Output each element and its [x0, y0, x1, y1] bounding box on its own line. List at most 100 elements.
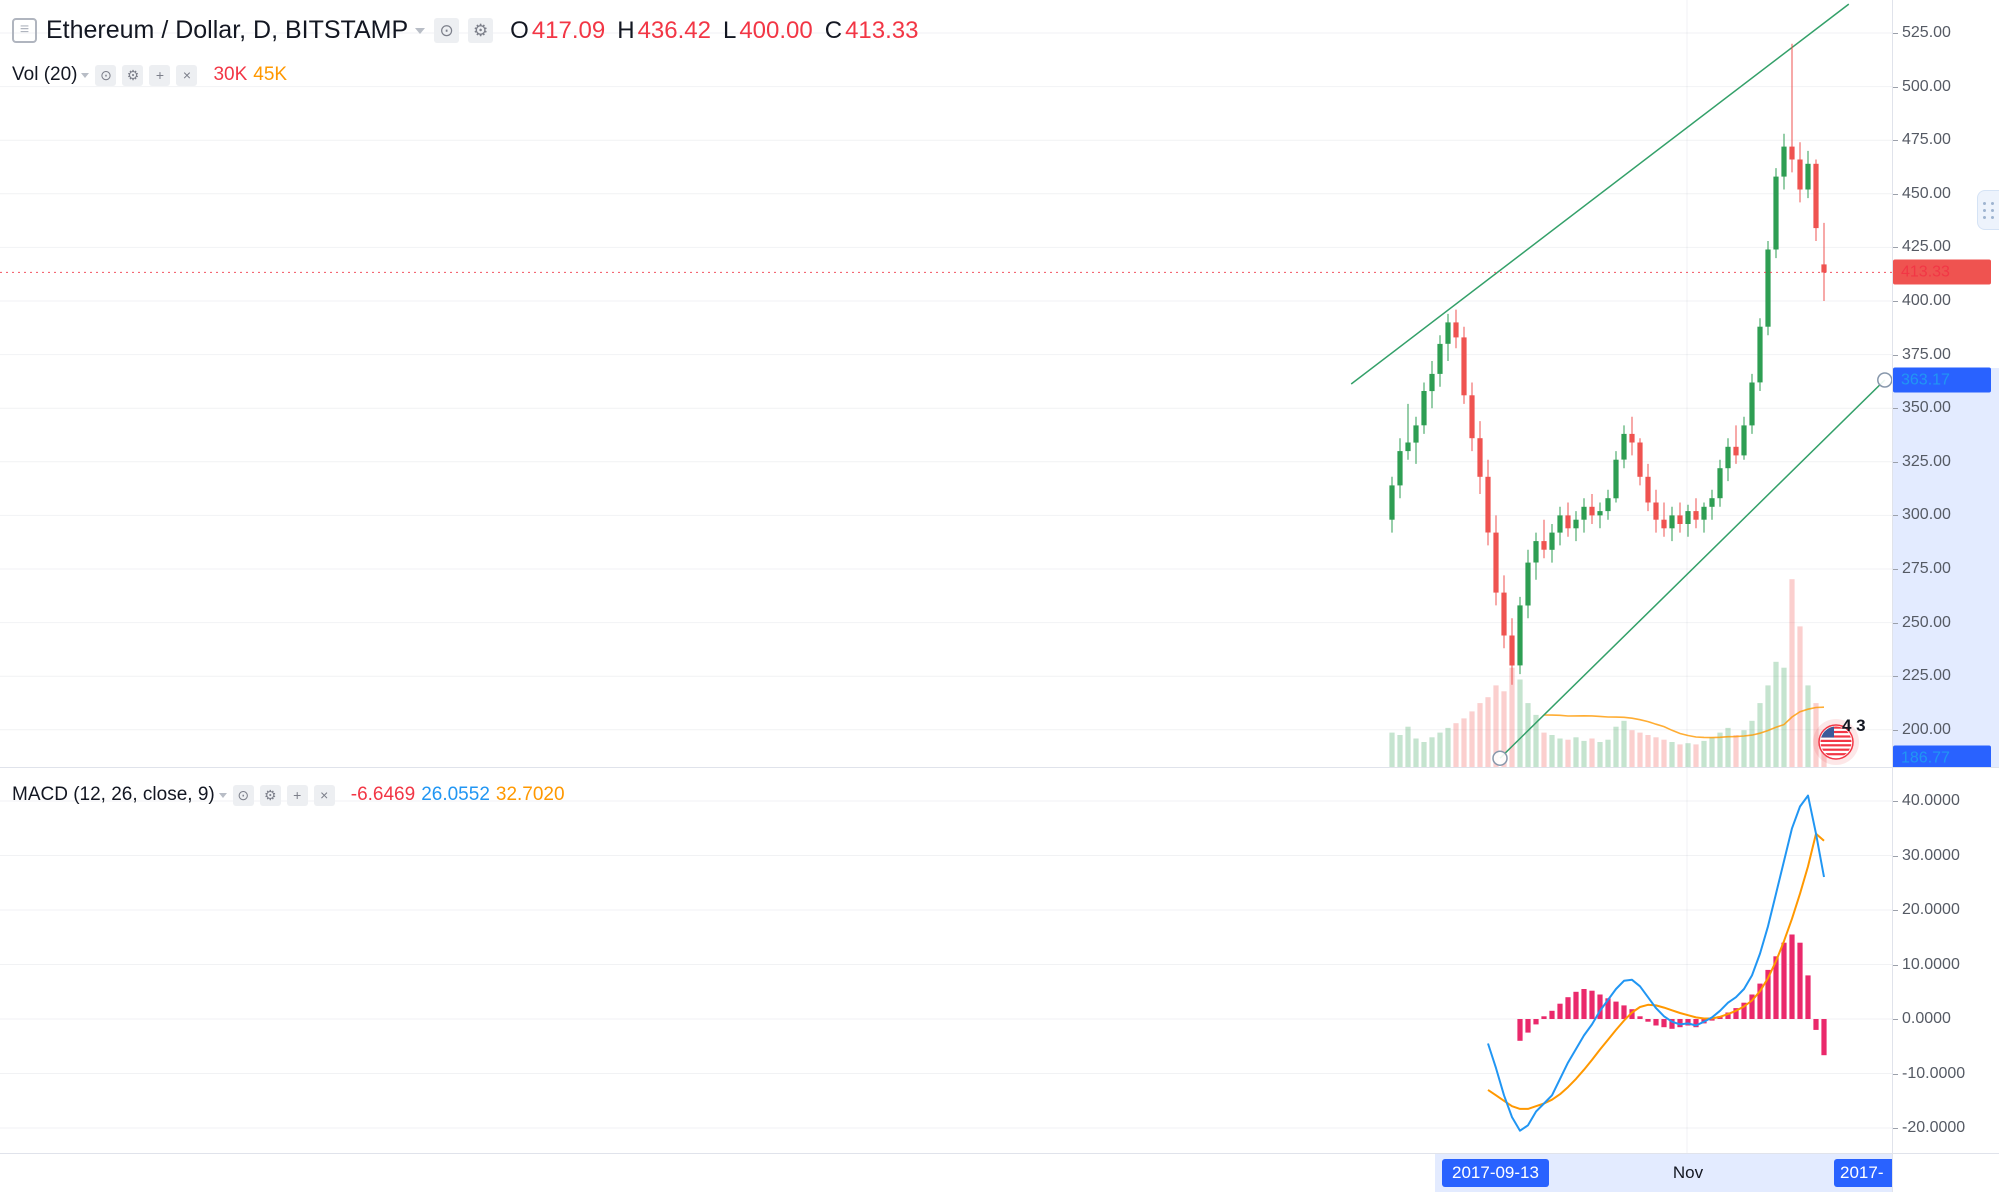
- macd-hist-bar: [1773, 956, 1779, 1019]
- macd-axis[interactable]: 40.0000 30.0000 20.0000 10.0000 0.0000 -10.00…: [1892, 768, 1999, 1154]
- volume-bar: [1613, 726, 1619, 768]
- symbol-menu-caret-icon[interactable]: [415, 27, 426, 34]
- candle-body: [1501, 592, 1507, 636]
- volume-bar: [1629, 730, 1635, 768]
- macd-hist-bar: [1613, 1001, 1619, 1019]
- volume-bar: [1549, 735, 1555, 768]
- volume-bar: [1661, 739, 1667, 768]
- visibility-icon[interactable]: ⊙: [434, 18, 460, 43]
- panel-divider[interactable]: [0, 767, 1999, 768]
- price-tick-label: 250.00: [1893, 613, 1951, 631]
- candle-body: [1733, 446, 1739, 456]
- close-label: C: [824, 16, 843, 44]
- macd-hist-bar: [1789, 934, 1795, 1019]
- macd-indicator-label[interactable]: MACD (12, 26, close, 9): [12, 784, 215, 805]
- price-tick-label: 350.00: [1893, 399, 1951, 417]
- macd-visibility-icon[interactable]: ⊙: [232, 784, 254, 806]
- macd-add-icon[interactable]: +: [286, 784, 308, 806]
- legend-collapse-icon[interactable]: ≡: [12, 18, 37, 43]
- macd-settings-icon[interactable]: ⚙: [259, 784, 281, 806]
- volume-bar: [1765, 685, 1771, 768]
- volume-bar: [1389, 732, 1395, 768]
- macd-hist-bar: [1749, 994, 1755, 1019]
- macd-hist-bar: [1693, 1019, 1699, 1028]
- candle-body: [1677, 515, 1683, 524]
- price-axis[interactable]: 525.00 500.00 475.00 450.00 425.00 400.00 375.…: [1892, 0, 1999, 771]
- macd-tick-label: 20.0000: [1893, 901, 1960, 918]
- drawing-handle[interactable]: [1877, 372, 1892, 388]
- macd-hist-bar: [1781, 942, 1787, 1019]
- macd-hist-bar: [1645, 1019, 1651, 1022]
- price-tick-label: 325.00: [1893, 452, 1951, 470]
- macd-hist-bar: [1725, 1012, 1731, 1019]
- candle-body: [1469, 395, 1475, 439]
- macd-chart[interactable]: [0, 768, 1892, 1154]
- volume-bar: [1725, 727, 1731, 768]
- volume-bar: [1653, 737, 1659, 768]
- volume-bar: [1477, 703, 1483, 768]
- candle-body: [1477, 438, 1483, 477]
- price-tick-label: 525.00: [1893, 24, 1951, 41]
- candle-body: [1445, 322, 1451, 344]
- volume-bar: [1405, 726, 1411, 768]
- volume-bar: [1645, 735, 1651, 768]
- macd-hist-bar: [1549, 1010, 1555, 1019]
- macd-hist-bar: [1565, 997, 1571, 1019]
- macd-hist-bar: [1597, 994, 1603, 1019]
- high-label: H: [617, 16, 635, 44]
- symbol-title[interactable]: Ethereum / Dollar, D, BITSTAMP: [46, 16, 409, 44]
- macd-close-icon[interactable]: ×: [313, 784, 335, 806]
- vol-close-icon[interactable]: ×: [176, 64, 198, 86]
- volume-bar: [1669, 742, 1675, 768]
- macd-hist-value: -6.6469: [350, 784, 416, 805]
- candle-body: [1549, 532, 1555, 550]
- price-tick-label: 275.00: [1893, 560, 1951, 577]
- candle-body: [1813, 163, 1819, 229]
- macd-hist-bar: [1621, 1005, 1627, 1019]
- vol-indicator-label[interactable]: Vol (20): [12, 64, 78, 85]
- vol-settings-icon[interactable]: ⚙: [122, 64, 144, 86]
- volume-bar: [1589, 738, 1595, 768]
- volume-bar: [1517, 679, 1523, 768]
- candle-body: [1573, 519, 1579, 529]
- candle-body: [1485, 476, 1491, 533]
- event-flag-icon[interactable]: [1813, 719, 1859, 765]
- volume-bar: [1709, 737, 1715, 768]
- volume-bar: [1533, 714, 1539, 768]
- price-tick-label: 450.00: [1893, 184, 1951, 202]
- drawing-handle[interactable]: [1492, 750, 1508, 766]
- macd-hist-bar: [1629, 1009, 1635, 1019]
- price-tick-label: 225.00: [1893, 667, 1951, 685]
- candle-body: [1693, 511, 1699, 520]
- volume-bar: [1445, 727, 1451, 768]
- volume-bar: [1789, 579, 1795, 768]
- settings-icon[interactable]: ⚙: [468, 18, 494, 43]
- candle-body: [1533, 541, 1539, 563]
- volume-bar: [1509, 667, 1515, 768]
- axis-drag-handle[interactable]: [1977, 190, 1999, 230]
- price-chart[interactable]: 4 3: [0, 0, 1892, 768]
- candle-body: [1525, 562, 1531, 606]
- volume-bar: [1797, 626, 1803, 768]
- volume-bar: [1637, 732, 1643, 768]
- trendline[interactable]: [1499, 379, 1886, 759]
- macd-hist-bar: [1573, 991, 1579, 1020]
- volume-bar: [1421, 742, 1427, 768]
- price-tick-label: 400.00: [1893, 292, 1951, 309]
- trendline[interactable]: [1350, 3, 1850, 385]
- price-tick-label: 375.00: [1893, 345, 1951, 363]
- vol-menu-caret-icon[interactable]: [81, 72, 90, 78]
- volume-bar: [1685, 743, 1691, 768]
- macd-hist-bar: [1757, 983, 1763, 1019]
- macd-tick-label: 40.0000: [1893, 792, 1960, 809]
- price-axis-selection-highlight: [1892, 367, 1999, 768]
- time-axis[interactable]: 2017-09-13 Nov 2017-: [0, 1154, 1999, 1192]
- candle-body: [1421, 391, 1427, 426]
- macd-tick-label: -20.0000: [1892, 1119, 1966, 1136]
- volume-bar: [1461, 718, 1467, 768]
- vol-add-icon[interactable]: +: [149, 64, 171, 86]
- volume-bar: [1565, 739, 1571, 768]
- vol-visibility-icon[interactable]: ⊙: [95, 64, 117, 86]
- candle-body: [1805, 163, 1811, 190]
- macd-menu-caret-icon[interactable]: [218, 792, 227, 798]
